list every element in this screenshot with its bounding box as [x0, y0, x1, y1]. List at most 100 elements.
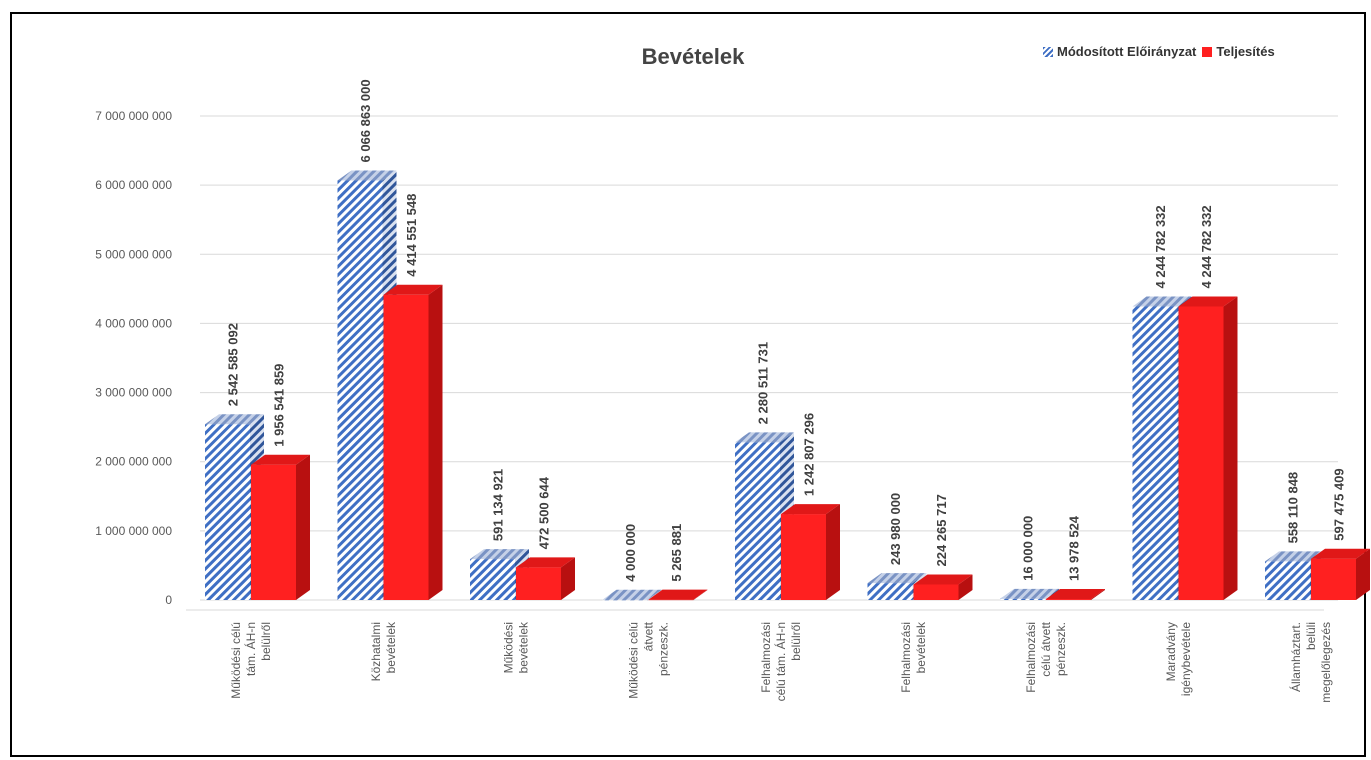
x-category-label: Felhalmozási bevételek: [899, 621, 928, 693]
data-label: 224 265 717: [934, 494, 949, 566]
bar-top: [251, 454, 310, 465]
bar-teljesites: [1178, 296, 1238, 600]
bar-front: [913, 584, 959, 600]
data-label: 5 265 881: [669, 524, 684, 582]
x-category-label: Felhalmozási célú átvett pénzeszk.: [1024, 621, 1068, 692]
x-category-line: bevételek: [384, 621, 398, 673]
chart-title: Bevételek: [642, 44, 746, 69]
bar-top: [1311, 548, 1370, 559]
bars: [205, 170, 1370, 601]
data-label: 597 475 409: [1332, 468, 1347, 540]
bar-teljesites: [1311, 548, 1370, 600]
bar-top: [470, 549, 529, 560]
x-category-line: belüli: [1304, 622, 1318, 650]
legend-swatch-red-icon: [1202, 46, 1213, 57]
x-category-line: bevételek: [914, 621, 928, 673]
bar-front: [1000, 598, 1045, 600]
x-category-line: belülről: [259, 622, 273, 661]
y-axis-ticks: 0 1 000 000 000 2 000 000 000 3 000 000 000…: [95, 109, 172, 607]
bar-top: [781, 504, 840, 515]
y-tick-label: 5 000 000 000: [95, 247, 172, 261]
bar-side: [1091, 589, 1105, 600]
x-category-label: Működési célú tám. ÁH-n belülről: [229, 622, 273, 699]
x-category-line: Működési célú: [229, 622, 243, 699]
x-category-label: Államháztart. belüli megelőlegezés: [1288, 622, 1333, 703]
bar-front: [1046, 599, 1091, 600]
bar-top: [516, 557, 575, 568]
x-category-label: Működési bevételek: [502, 621, 531, 673]
y-tick-label: 7 000 000 000: [95, 109, 172, 123]
bar-front: [1311, 558, 1356, 600]
x-category-label: Közhatalmi bevételek: [369, 621, 398, 681]
legend-label-modositott: Módosított Előirányzat: [1057, 44, 1197, 59]
data-label: 591 134 921: [491, 469, 506, 541]
data-label: 16 000 000: [1021, 516, 1036, 581]
bar-front: [1265, 561, 1310, 600]
data-labels: 2 542 585 092 1 956 541 859 6 066 863 000 4…: [226, 79, 1347, 581]
bar-teljesites: [251, 454, 310, 600]
bar-side: [296, 454, 310, 600]
bar-side: [693, 589, 708, 600]
data-label: 472 500 644: [537, 476, 552, 549]
bar-front: [251, 464, 296, 600]
legend-label-teljesites: Teljesítés: [1216, 44, 1275, 59]
bar-front: [470, 559, 515, 600]
legend: Módosított Előirányzat Teljesítés: [1043, 44, 1275, 59]
bar-front: [383, 294, 429, 600]
data-label: 4 414 551 548: [404, 194, 419, 277]
bar-side: [561, 557, 575, 600]
bar-top: [867, 573, 927, 584]
bar-teljesites: [648, 589, 708, 601]
data-label: 558 110 848: [1286, 472, 1301, 544]
data-label: 2 542 585 092: [226, 323, 241, 406]
bar-modositott: [1000, 588, 1059, 600]
x-category-line: Működési: [502, 622, 516, 673]
x-category-line: Felhalmozási: [1024, 622, 1038, 693]
x-category-line: Felhalmozási: [899, 622, 913, 693]
bar-front: [516, 567, 561, 600]
bar-side: [958, 574, 973, 600]
x-category-line: célú tám. ÁH-n: [773, 622, 788, 701]
bar-top: [1265, 551, 1324, 562]
bar-top: [602, 589, 662, 600]
data-label: 2 280 511 731: [756, 342, 771, 424]
bar-teljesites: [1046, 589, 1105, 600]
bar-top: [337, 170, 397, 181]
bar-front: [735, 442, 780, 600]
bar-front: [867, 583, 913, 600]
bar-teljesites: [383, 284, 443, 600]
bar-front: [1132, 306, 1178, 600]
bar-top: [1046, 589, 1105, 600]
data-label: 4 244 782 332: [1199, 205, 1214, 288]
bar-side: [428, 284, 443, 600]
x-category-line: Maradvány: [1164, 622, 1178, 681]
x-category-line: Közhatalmi: [369, 622, 383, 681]
bar-front: [602, 599, 648, 601]
bar-side: [647, 589, 662, 600]
x-category-line: belülről: [789, 622, 803, 661]
bar-top: [648, 589, 708, 600]
data-label: 1 956 541 859: [272, 364, 287, 447]
bar-front: [1178, 306, 1224, 600]
y-tick-label: 0: [165, 593, 172, 607]
data-label: 6 066 863 000: [358, 79, 373, 162]
x-category-label: Működési célú átvett pénzeszk.: [627, 621, 671, 698]
bar-side: [1223, 296, 1238, 600]
bar-top: [1178, 296, 1238, 307]
x-category-line: Felhalmozási: [759, 622, 773, 693]
data-label: 243 980 000: [888, 493, 903, 565]
x-category-line: megelőlegezés: [1319, 622, 1333, 703]
bar-teljesites: [516, 557, 575, 600]
x-category-line: célú átvett: [1039, 621, 1053, 676]
y-tick-label: 4 000 000 000: [95, 316, 172, 330]
bar-side: [1045, 588, 1059, 600]
bar-front: [205, 424, 250, 600]
bar-modositott: [602, 589, 662, 601]
x-category-line: bevételek: [517, 621, 531, 673]
bar-top: [735, 432, 794, 443]
bar-top: [205, 414, 264, 425]
x-category-label: Maradvány igénybevétele: [1164, 622, 1193, 696]
bar-teljesites: [781, 504, 840, 600]
bar-top: [1000, 588, 1059, 599]
